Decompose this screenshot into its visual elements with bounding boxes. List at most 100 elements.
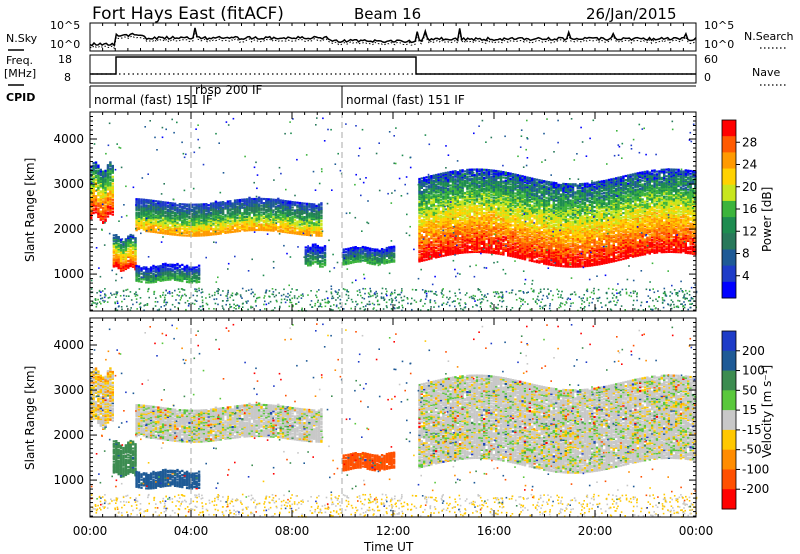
power-cell xyxy=(475,211,479,214)
power-cell xyxy=(385,259,389,262)
power-cell xyxy=(418,257,421,260)
power-cell xyxy=(159,227,162,230)
power-cell xyxy=(483,191,486,194)
power-cell xyxy=(224,203,227,206)
power-cell xyxy=(497,224,500,227)
power-cell xyxy=(444,216,447,219)
power-cell xyxy=(188,217,191,220)
power-cell xyxy=(164,270,167,273)
power-cell xyxy=(466,240,469,243)
power-cell xyxy=(272,204,275,207)
power-cell xyxy=(154,229,158,232)
power-cell xyxy=(463,196,467,199)
power-cell xyxy=(277,197,280,200)
power-cell xyxy=(147,273,150,276)
power-cell xyxy=(499,196,503,199)
power-cell xyxy=(495,203,498,206)
power-cell xyxy=(454,198,457,201)
power-cell xyxy=(169,208,172,211)
power-cell xyxy=(154,279,158,282)
power-cell xyxy=(473,226,476,229)
power-cell xyxy=(432,254,435,257)
power-cell xyxy=(166,271,170,275)
power-cell xyxy=(112,246,116,249)
power-cell xyxy=(291,201,294,204)
power-cell xyxy=(111,166,114,169)
power-cell xyxy=(459,227,462,230)
power-cell xyxy=(475,175,479,178)
power-cell xyxy=(241,206,244,209)
power-cell xyxy=(207,214,210,218)
power-cell xyxy=(473,179,476,182)
power-cell xyxy=(255,210,258,213)
power-cell xyxy=(475,230,479,233)
power-cell xyxy=(111,208,114,211)
power-cell xyxy=(202,212,206,215)
power-cell xyxy=(475,217,479,220)
power-cell xyxy=(131,250,135,253)
power-cell xyxy=(471,218,474,221)
power-cell xyxy=(454,247,457,250)
power-cell xyxy=(473,213,476,216)
power-cell xyxy=(311,257,315,260)
power-cell xyxy=(274,227,278,230)
power-cell xyxy=(193,207,196,210)
power-cell xyxy=(317,214,321,217)
power-cell xyxy=(449,192,452,195)
power-cell xyxy=(507,217,510,221)
power-cell xyxy=(418,183,421,186)
power-cell xyxy=(495,179,498,182)
power-cell xyxy=(104,188,107,191)
power-cell xyxy=(176,225,179,228)
power-cell xyxy=(435,205,438,208)
power-cell xyxy=(279,207,282,210)
power-cell xyxy=(425,181,428,184)
power-cell xyxy=(219,231,222,234)
power-cell xyxy=(487,208,491,211)
power-cell xyxy=(451,216,455,219)
power-cell xyxy=(420,236,423,239)
power-cell xyxy=(209,209,213,212)
power-cell xyxy=(487,193,491,196)
power-cell xyxy=(423,225,426,228)
power-cell xyxy=(483,199,486,202)
power-cell xyxy=(274,208,278,211)
power-cell xyxy=(315,218,318,221)
power-cell xyxy=(269,198,273,201)
power-cell xyxy=(229,227,232,230)
power-cell xyxy=(418,194,421,197)
power-cell xyxy=(104,172,107,175)
power-cell xyxy=(371,254,374,257)
power-cell xyxy=(305,214,309,218)
power-cell xyxy=(253,222,256,225)
power-cell xyxy=(471,200,474,204)
power-cell xyxy=(461,169,464,172)
power-cell xyxy=(296,232,299,235)
power-cell xyxy=(257,197,261,200)
power-cell xyxy=(248,229,251,232)
power-cell xyxy=(229,217,232,220)
power-cell xyxy=(145,266,148,269)
power-cell xyxy=(314,246,317,249)
power-cell xyxy=(308,215,311,218)
power-cell xyxy=(475,248,479,251)
power-cell xyxy=(444,201,447,204)
power-cell xyxy=(319,246,322,249)
power-cell xyxy=(161,224,165,227)
power-cell xyxy=(154,278,158,281)
power-cell xyxy=(511,218,515,222)
power-cell xyxy=(352,249,355,252)
power-cell xyxy=(388,259,391,262)
power-cell xyxy=(437,255,440,258)
power-cell xyxy=(437,177,440,180)
power-cell xyxy=(238,217,242,220)
power-cell xyxy=(178,205,182,208)
power-cell xyxy=(432,228,435,231)
power-cell xyxy=(135,202,138,205)
power-cell xyxy=(509,190,512,193)
power-cell xyxy=(193,215,196,218)
power-cell xyxy=(140,221,143,224)
power-cell xyxy=(102,216,105,219)
power-cell xyxy=(439,248,443,251)
power-cell xyxy=(229,200,232,203)
